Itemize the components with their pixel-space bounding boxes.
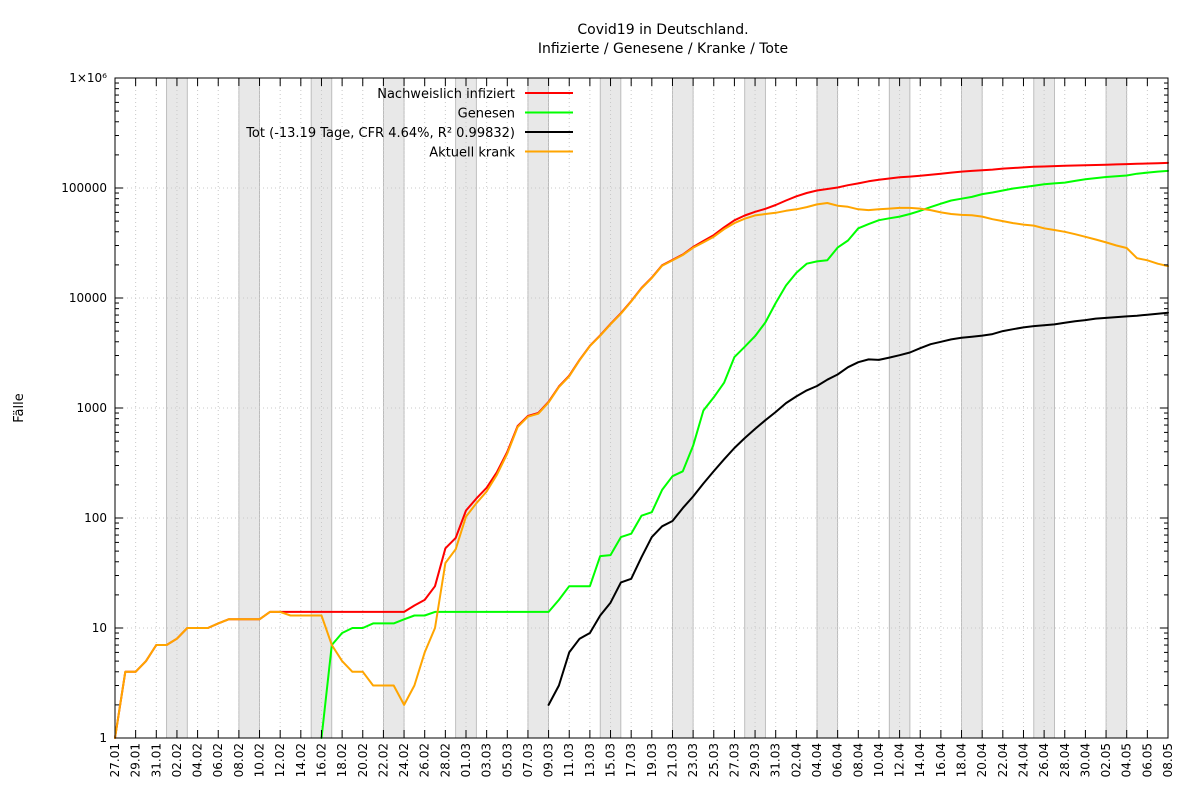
axes: 1 10 100 1000 10000 100000 1×10⁶ 27.01 29.01 31.0… [61, 71, 1175, 777]
chart-title: Covid19 in Deutschland. [577, 22, 748, 38]
x-tick-label: 29.01 [129, 743, 143, 777]
legend-label: Tot (-13.19 Tage, CFR 4.64%, R² 0.99832) [245, 126, 515, 141]
series-line-3 [547, 311, 1169, 706]
x-tick-label: 02.04 [789, 743, 803, 777]
weekend-band [527, 78, 549, 738]
x-tick-label: 02.05 [1099, 743, 1113, 777]
legend: Nachweislich infiziert Genesen Tot (-13.19… [245, 87, 573, 161]
x-tick-label: 13.03 [583, 743, 597, 777]
x-tick-label: 26.02 [418, 743, 432, 777]
series-lines [114, 161, 1169, 739]
x-tick-label: 18.02 [335, 743, 349, 777]
x-tick-label: 11.03 [562, 743, 576, 777]
x-tick-label: 31.03 [769, 743, 783, 777]
x-tick-label: 24.04 [1016, 743, 1030, 777]
weekend-band [238, 78, 260, 738]
x-tick-label: 31.01 [149, 743, 163, 777]
weekend-band [672, 78, 694, 738]
weekend-band [600, 78, 621, 738]
series-line-1 [114, 161, 1169, 739]
weekend-band [166, 78, 188, 738]
x-tick-label: 16.02 [314, 743, 328, 777]
x-tick-label: 17.03 [624, 743, 638, 777]
x-tick-label: 04.05 [1120, 743, 1134, 777]
y-tick-label: 10 [92, 621, 107, 635]
x-tick-label: 03.03 [480, 743, 494, 777]
x-tick-label: 30.04 [1078, 743, 1092, 777]
legend-label: Aktuell krank [429, 146, 515, 161]
x-tick-label: 25.03 [707, 743, 721, 777]
x-tick-label: 09.03 [542, 743, 556, 777]
x-tick-label: 24.02 [397, 743, 411, 777]
x-tick-label: 08.04 [851, 743, 865, 777]
weekend-band [455, 78, 477, 738]
grid [115, 77, 1168, 739]
x-tick-label: 01.03 [459, 743, 473, 777]
chart-subtitle: Infizierte / Genesene / Kranke / Tote [538, 41, 788, 57]
x-tick-label: 10.04 [872, 743, 886, 777]
x-tick-label: 15.03 [604, 743, 618, 777]
x-tick-label: 28.02 [438, 743, 452, 777]
x-tick-label: 22.02 [376, 743, 390, 777]
weekend-band [383, 78, 405, 738]
x-tick-label: 28.04 [1058, 743, 1072, 777]
y-tick-label: 100 [84, 511, 107, 525]
x-tick-label: 20.02 [356, 743, 370, 777]
x-tick-label: 22.04 [996, 743, 1010, 777]
x-tick-label: 08.02 [232, 743, 246, 777]
x-tick-label: 23.03 [686, 743, 700, 777]
x-tick-label: 21.03 [665, 743, 679, 777]
weekend-band [1033, 78, 1055, 738]
x-tick-label: 14.04 [913, 743, 927, 777]
x-tick-label: 14.02 [294, 743, 308, 777]
x-tick-label: 06.04 [831, 743, 845, 777]
x-tick-label: 18.04 [955, 743, 969, 777]
series-line-2 [320, 169, 1169, 739]
y-axis-label: Fälle [12, 393, 27, 422]
x-tick-label: 07.03 [521, 743, 535, 777]
y-tick-label: 100000 [61, 181, 107, 195]
legend-label: Nachweislich infiziert [377, 87, 515, 102]
weekend-shading [166, 78, 1128, 738]
x-tick-label: 12.04 [893, 743, 907, 777]
x-tick-label: 04.02 [191, 743, 205, 777]
y-tick-label: 1000 [76, 401, 107, 415]
x-tick-label: 26.04 [1037, 743, 1051, 777]
x-tick-label: 12.02 [273, 743, 287, 777]
legend-label: Genesen [458, 107, 515, 122]
x-tick-label: 06.02 [211, 743, 225, 777]
x-tick-label: 05.03 [500, 743, 514, 777]
y-tick-label: 10000 [69, 291, 107, 305]
x-tick-label: 02.02 [170, 743, 184, 777]
plot-frame [114, 77, 1169, 739]
weekend-band [311, 78, 332, 738]
x-tick-label: 27.03 [727, 743, 741, 777]
x-tick-label: 29.03 [748, 743, 762, 777]
y-tick-label: 1 [99, 731, 107, 745]
x-tick-label: 04.04 [810, 743, 824, 777]
y-tick-label: 1×10⁶ [69, 71, 107, 85]
series-line-4 [114, 202, 1169, 739]
x-tick-label: 27.01 [108, 743, 122, 777]
x-tick-label: 20.04 [975, 743, 989, 777]
x-tick-label: 10.02 [253, 743, 267, 777]
x-tick-label: 06.05 [1140, 743, 1154, 777]
x-tick-label: 08.05 [1161, 743, 1175, 777]
x-tick-label: 19.03 [645, 743, 659, 777]
x-tick-label: 16.04 [934, 743, 948, 777]
